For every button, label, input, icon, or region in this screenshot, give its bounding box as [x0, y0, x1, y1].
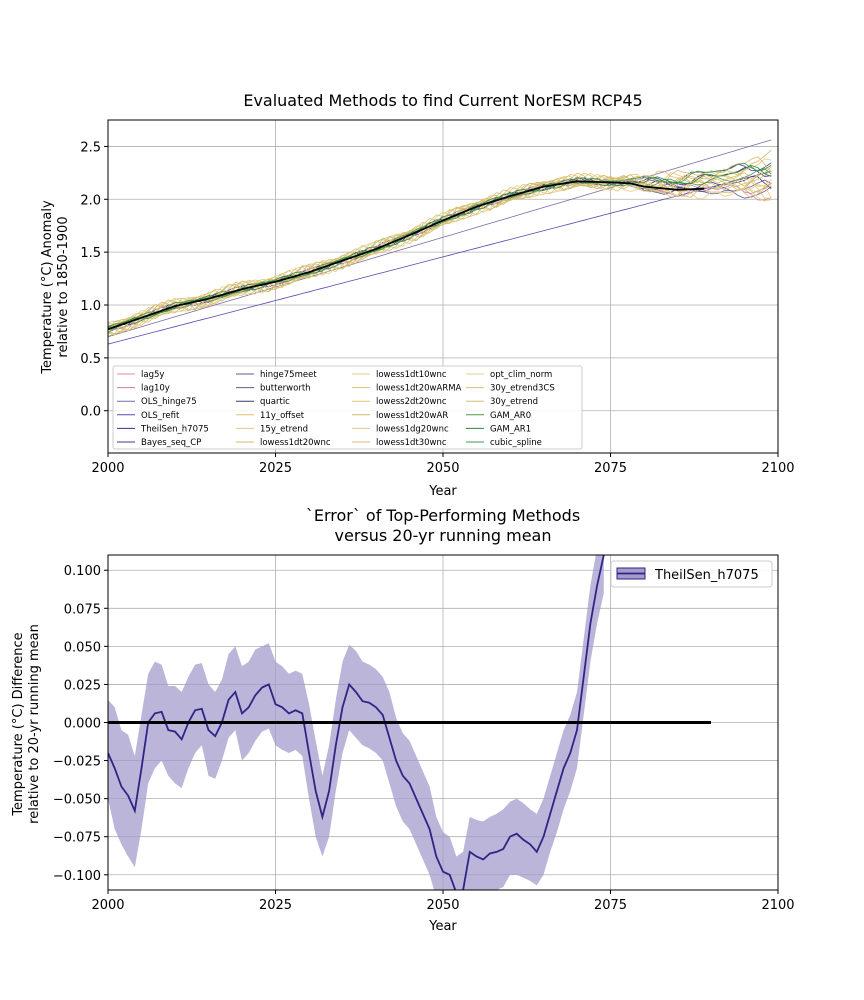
top-legend-label: lowess1dt20wAR	[376, 411, 448, 421]
top-series-line-OLS_refit	[108, 171, 772, 345]
bottom-chart-y-label-line2: relative to 20-yr running mean	[27, 624, 42, 824]
bottom-chart: `Error` of Top-Performing Methods versus…	[11, 506, 795, 934]
top-y-tick-label: 2.5	[80, 140, 101, 155]
top-legend-label: TheilSen_h7075	[140, 424, 209, 434]
bottom-chart-x-label: Year	[428, 919, 457, 934]
top-reference-line	[108, 180, 705, 331]
top-chart-y-label-line2: relative to 1850-1900	[56, 216, 71, 357]
bottom-chart-y-label-line1: Temperature (°C) Difference	[11, 632, 26, 816]
bottom-x-tick-label: 2100	[761, 898, 794, 913]
top-chart-x-ticks: 2000 2025 2050 2075 2100	[91, 453, 795, 476]
bottom-chart-x-ticks: 2000 2025 2050 2075 2100	[91, 890, 795, 913]
bottom-chart-title-line2: versus 20-yr running mean	[335, 526, 552, 545]
top-legend-label: OLS_refit	[141, 411, 180, 421]
top-legend-label: lowess2dt20wnc	[376, 397, 447, 407]
top-x-tick-label: 2075	[594, 461, 627, 476]
bottom-series-line	[108, 555, 605, 890]
top-y-tick-label: 1.5	[80, 246, 101, 261]
bottom-x-tick-label: 2025	[259, 898, 292, 913]
top-chart-y-ticks: 0.0 0.5 1.0 1.5 2.0 2.5	[80, 140, 108, 420]
top-x-tick-label: 2000	[91, 461, 124, 476]
top-legend-label: 11y_offset	[260, 411, 305, 421]
top-x-tick-label: 2100	[761, 461, 794, 476]
bottom-y-tick-label: 0.100	[64, 564, 101, 579]
top-legend-label: lag5y	[141, 370, 164, 380]
bottom-y-tick-label: 0.025	[64, 678, 101, 693]
top-y-tick-label: 1.0	[80, 299, 101, 314]
top-chart-y-label-line1: Temperature (°C) Anomaly	[40, 200, 55, 375]
top-legend-label: Bayes_seq_CP	[141, 438, 201, 448]
top-chart-title: Evaluated Methods to find Current NorESM…	[243, 91, 642, 110]
top-chart-x-label: Year	[428, 484, 457, 499]
top-x-tick-label: 2050	[426, 461, 459, 476]
bottom-y-tick-label: 0.050	[64, 640, 101, 655]
top-y-tick-label: 2.0	[80, 193, 101, 208]
top-legend-label: OLS_hinge75	[141, 397, 197, 407]
bottom-y-tick-label: 0.000	[64, 717, 101, 732]
top-x-tick-label: 2025	[259, 461, 292, 476]
top-legend-label: opt_clim_norm	[490, 370, 552, 380]
bottom-x-tick-label: 2075	[594, 898, 627, 913]
top-legend-label: hinge75meet	[260, 370, 317, 380]
bottom-y-tick-label: −0.100	[53, 869, 101, 884]
top-legend-label: GAM_AR0	[490, 411, 531, 421]
top-chart: Evaluated Methods to find Current NorESM…	[40, 91, 795, 499]
bottom-chart-y-ticks: −0.100 −0.075 −0.050 −0.025 0.000 0.025 0.050 0…	[53, 564, 108, 884]
top-legend-label: butterworth	[260, 384, 311, 394]
top-legend-label: 30y_etrend	[490, 397, 538, 407]
top-legend-label: lowess1dt30wnc	[376, 438, 447, 448]
top-legend-label: lag10y	[141, 384, 170, 394]
bottom-legend-label: TheilSen_h7075	[654, 568, 759, 583]
top-legend-label: GAM_AR1	[490, 424, 531, 434]
bottom-y-tick-label: −0.050	[53, 793, 101, 808]
top-chart-legend: lag5y lag10y OLS_hinge75 OLS_refit TheilSen_…	[112, 365, 583, 450]
top-series-line-cubic_spline	[108, 162, 772, 328]
bottom-chart-title-line1: `Error` of Top-Performing Methods	[306, 506, 580, 525]
bottom-y-tick-label: −0.025	[53, 755, 101, 770]
top-legend-label: lowess1dt20wnc	[260, 438, 331, 448]
bottom-legend-box	[610, 560, 773, 588]
top-legend-label: quartic	[260, 397, 290, 407]
bottom-x-tick-label: 2000	[91, 898, 124, 913]
top-series-line-lowess1dt20wARMA	[108, 172, 772, 323]
top-legend-label: cubic_spline	[490, 438, 542, 448]
top-series-line-butterworth	[108, 178, 772, 333]
top-legend-label: lowess1dt10wnc	[376, 370, 447, 380]
bottom-chart-legend: TheilSen_h7075	[610, 560, 773, 588]
top-series-line-opt_clim_norm	[108, 177, 772, 327]
bottom-y-tick-label: 0.075	[64, 602, 101, 617]
top-chart-lines	[108, 139, 772, 345]
top-legend-label: 30y_etrend3CS	[490, 384, 555, 394]
bottom-y-tick-label: −0.075	[53, 831, 101, 846]
bottom-x-tick-label: 2050	[426, 898, 459, 913]
top-series-line-OLS_hinge75	[108, 139, 772, 338]
top-y-tick-label: 0.0	[80, 405, 101, 420]
bottom-chart-lines	[108, 555, 711, 890]
top-legend-box	[112, 365, 583, 450]
top-legend-label: lowess1dt20wARMA	[376, 384, 462, 394]
top-legend-label: lowess1dg20wnc	[376, 424, 449, 434]
top-legend-label: 15y_etrend	[260, 424, 308, 434]
top-y-tick-label: 0.5	[80, 352, 101, 367]
